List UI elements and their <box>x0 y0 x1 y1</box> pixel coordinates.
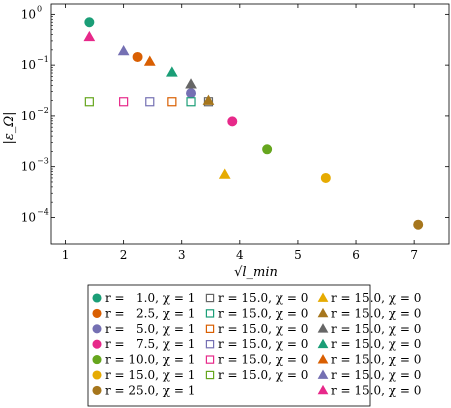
x-tick-label: 2 <box>120 248 128 262</box>
data-marks <box>83 17 424 230</box>
y-tick-exponent: −2 <box>37 106 49 115</box>
x-tick-label: 7 <box>410 248 418 262</box>
legend-marker <box>317 307 329 318</box>
data-point-square <box>167 97 177 107</box>
legend-marker <box>317 369 329 379</box>
legend-entry: r = 15.0, χ = 0 <box>331 291 421 305</box>
legend-marker <box>92 293 102 303</box>
data-point-circle <box>413 219 424 230</box>
data-point-square <box>186 97 196 107</box>
legend-marker <box>205 324 215 334</box>
x-tick-label: 6 <box>352 248 360 262</box>
y-tick-label: 10 <box>21 210 36 224</box>
y-tick-exponent: −4 <box>37 207 49 216</box>
legend-entry: r = 2.5, χ = 1 <box>105 306 195 320</box>
y-axis-label-text: |ε_Ω| <box>2 111 17 144</box>
y-tick-exponent: −3 <box>37 157 49 166</box>
legend-marker <box>205 370 215 380</box>
x-tick-label: 5 <box>294 248 302 262</box>
x-tick-label: 3 <box>178 248 186 262</box>
legend-marker <box>317 384 329 395</box>
legend-marker <box>92 355 102 365</box>
x-tick-label: 4 <box>236 248 244 262</box>
legend-marker <box>92 324 102 334</box>
legend-entry: r = 15.0, χ = 0 <box>218 322 308 336</box>
data-point-circle <box>132 51 143 62</box>
legend-marker <box>205 355 215 364</box>
legend-marker <box>205 340 215 349</box>
legend-marker <box>92 308 102 318</box>
y-tick-label: 10 <box>21 160 36 174</box>
data-point-circle <box>186 88 197 99</box>
data-point-triangle-up <box>165 66 178 77</box>
legend-entry: r = 1.0, χ = 1 <box>105 291 195 305</box>
data-point-square <box>145 97 155 107</box>
data-point-circle <box>262 144 273 155</box>
legend-entry: r = 5.0, χ = 1 <box>105 322 195 336</box>
legend-entry: r = 15.0, χ = 0 <box>218 353 308 367</box>
data-point-triangle-up <box>143 55 156 66</box>
y-tick-exponent: −1 <box>37 55 49 64</box>
plot-frame <box>50 3 450 245</box>
legend-marker <box>317 323 329 333</box>
legend-entry: r = 15.0, χ = 0 <box>218 337 308 351</box>
data-point-triangle-up <box>218 168 231 179</box>
legend-entry: r = 15.0, χ = 0 <box>331 322 421 336</box>
legend-marker <box>92 370 102 380</box>
legend-entry: r = 15.0, χ = 0 <box>331 306 421 320</box>
y-tick-label: 10 <box>21 109 36 123</box>
y-tick-label: 10 <box>21 7 36 21</box>
legend-marker <box>92 385 102 395</box>
legend-marker <box>317 338 329 349</box>
legend-marker <box>317 292 329 302</box>
data-point-circle <box>227 116 238 127</box>
x-axis-label: √l_min <box>234 265 278 280</box>
data-point-square <box>119 97 129 107</box>
legend-entry: r = 15.0, χ = 1 <box>105 368 195 382</box>
legend-entry: r = 15.0, χ = 0 <box>218 368 308 382</box>
legend-marker <box>205 293 215 303</box>
legend-marker <box>92 339 102 349</box>
legend-entry: r = 15.0, χ = 0 <box>218 306 308 320</box>
data-point-triangle-up <box>202 94 215 105</box>
legend-entry: r = 15.0, χ = 0 <box>331 383 421 397</box>
legend-entry: r = 25.0, χ = 1 <box>105 383 195 397</box>
legend-entry: r = 15.0, χ = 0 <box>331 337 421 351</box>
data-point-triangle-up <box>83 30 96 42</box>
y-tick-label: 10 <box>21 58 36 72</box>
data-point-square <box>84 97 94 107</box>
x-axis-label-text: √l_min <box>234 265 278 280</box>
legend-entry: r = 15.0, χ = 0 <box>218 291 308 305</box>
data-point-circle <box>320 172 331 183</box>
legend: r = 1.0, χ = 1r = 2.5, χ = 1 r = 5.0, χ =… <box>92 291 421 397</box>
x-tick-label: 1 <box>62 248 70 262</box>
legend-entry: r = 10.0, χ = 1 <box>105 353 195 367</box>
data-point-circle <box>84 17 95 28</box>
y-axis-label: |ε_Ω| <box>2 111 17 144</box>
y-tick-exponent: 0 <box>37 4 42 13</box>
legend-entry: r = 15.0, χ = 0 <box>331 353 421 367</box>
data-point-triangle-up <box>117 44 130 56</box>
legend-marker <box>317 354 329 364</box>
legend-entry: r = 15.0, χ = 0 <box>331 368 421 382</box>
legend-entry: r = 7.5, χ = 1 <box>105 337 195 351</box>
legend-marker <box>205 309 215 318</box>
data-point-triangle-up <box>185 78 197 89</box>
